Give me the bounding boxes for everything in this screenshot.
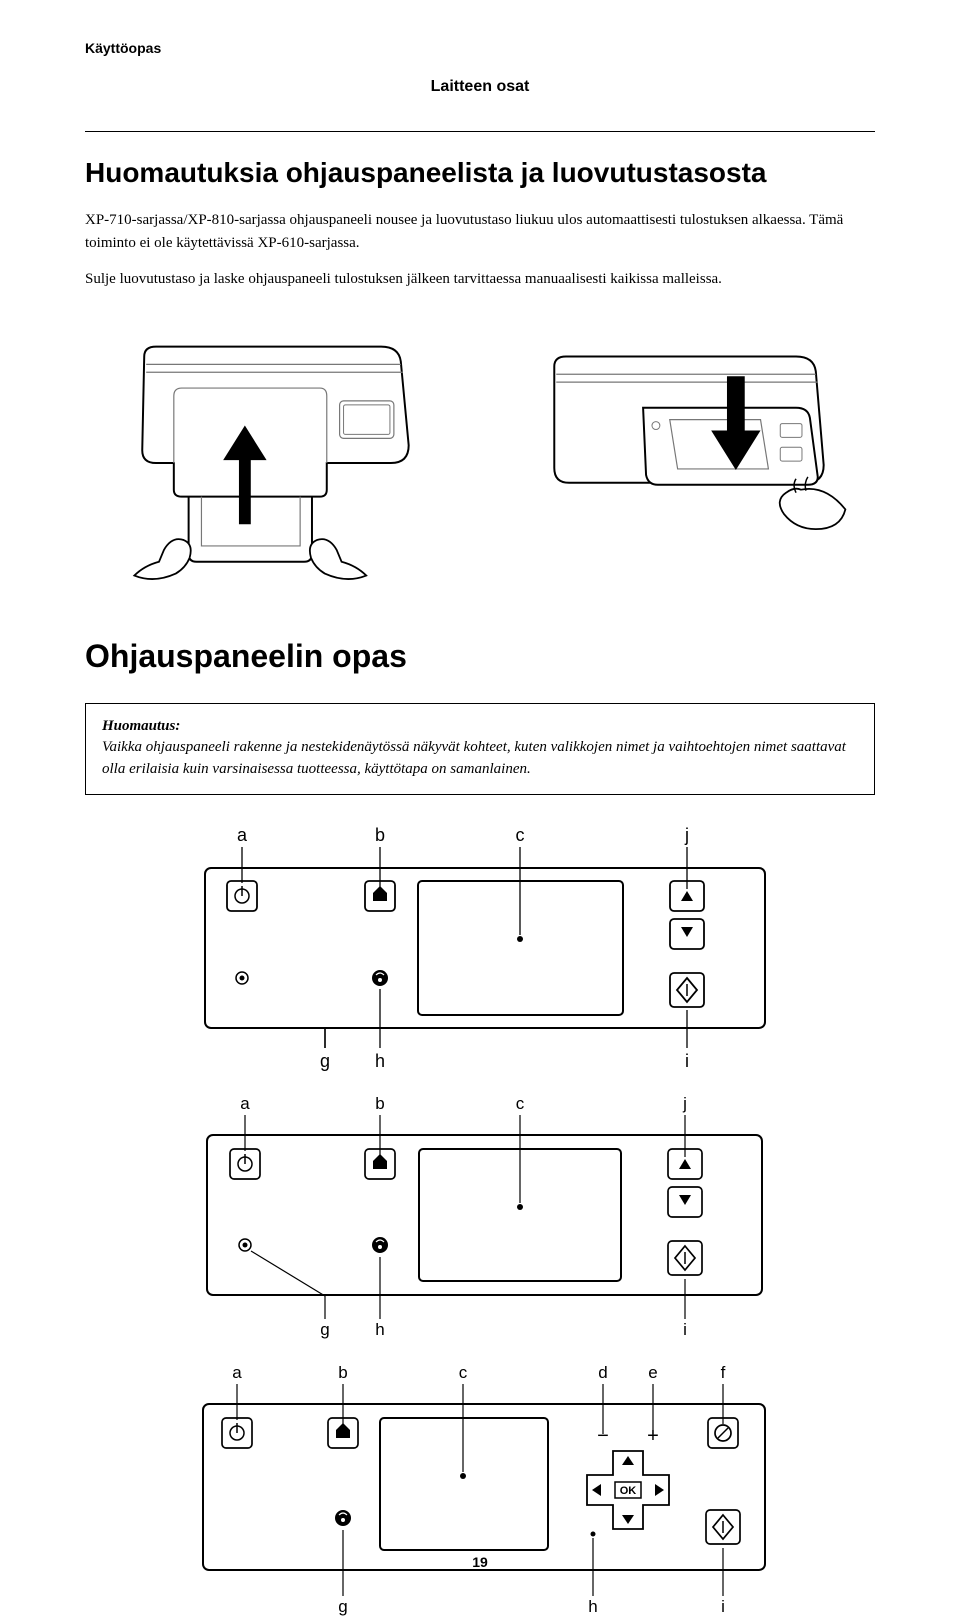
svg-text:i: i [683,1320,687,1339]
svg-text:g: g [320,1320,329,1339]
header-divider [85,131,875,132]
printer-images-row [85,317,875,583]
svg-text:j: j [684,825,689,845]
svg-text:h: h [375,1051,385,1071]
section1-para2: Sulje luovutustaso ja laske ohjauspaneel… [85,268,875,291]
svg-text:a: a [240,1094,250,1113]
doc-type-header: Käyttöopas [85,40,875,56]
control-panel-diagram-bottom: a b c d e f g h i − + OK [175,1362,785,1618]
control-panel-diagram-top: a b c j g h i [175,1093,785,1341]
svg-text:b: b [338,1363,347,1382]
control-panel-diagram-1: a b c j g h i [170,823,790,1075]
section-name-header: Laitteen osat [85,78,875,96]
svg-text:c: c [516,1094,525,1113]
plus-icon: + [647,1425,659,1447]
section1-title: Huomautuksia ohjauspaneelista ja luovutu… [85,157,875,189]
diagrams-container: a b c j g h i a b c d e f g h i [85,1093,875,1623]
svg-text:b: b [375,825,385,845]
svg-text:g: g [338,1597,347,1616]
svg-text:b: b [375,1094,384,1113]
svg-text:j: j [682,1094,687,1113]
svg-text:i: i [685,1051,689,1071]
note-text: Vaikka ohjauspaneeli rakenne ja nestekid… [102,737,858,781]
svg-text:a: a [237,825,248,845]
svg-text:d: d [598,1363,607,1382]
page-number: 19 [0,1554,960,1570]
svg-text:g: g [320,1051,330,1071]
svg-text:a: a [232,1363,242,1382]
svg-text:h: h [375,1320,384,1339]
svg-text:OK: OK [620,1485,637,1497]
svg-text:i: i [721,1597,725,1616]
svg-text:c: c [459,1363,468,1382]
printer-close-tray-illustration [85,317,460,583]
svg-text:e: e [648,1363,657,1382]
svg-text:f: f [721,1363,726,1382]
svg-text:h: h [588,1597,597,1616]
section1-para1: XP-710-sarjassa/XP-810-sarjassa ohjauspa… [85,209,875,254]
note-box: Huomautus: Vaikka ohjauspaneeli rakenne … [85,703,875,796]
svg-text:c: c [516,825,525,845]
section2-title: Ohjauspaneelin opas [85,638,875,675]
minus-icon: − [597,1425,609,1447]
note-label: Huomautus: [102,718,858,735]
printer-lower-panel-illustration [500,317,875,583]
